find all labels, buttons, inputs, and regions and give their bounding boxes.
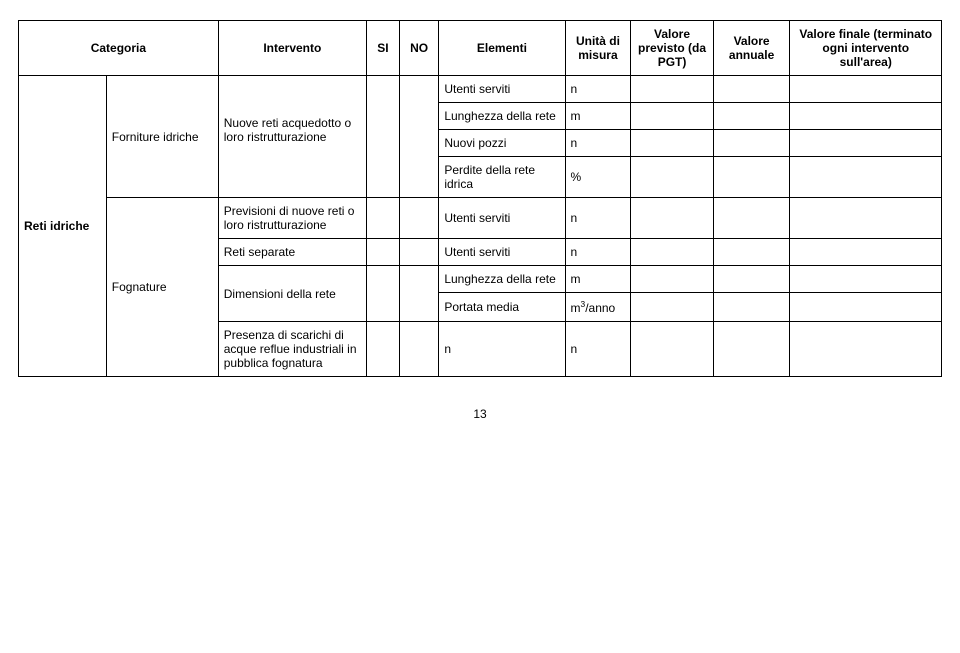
cell-elem: Lunghezza della rete xyxy=(439,103,565,130)
cell-empty xyxy=(366,198,399,239)
cell-elem: Utenti serviti xyxy=(439,239,565,266)
cell-categoria: Reti idriche xyxy=(19,76,107,377)
cell-vp xyxy=(631,103,713,130)
cell-vf xyxy=(790,293,942,322)
cell-empty xyxy=(218,76,366,103)
cell-empty xyxy=(366,157,399,198)
cell-um: n xyxy=(565,198,631,239)
cell-empty xyxy=(399,266,439,322)
cell-empty xyxy=(399,198,439,239)
cell-vf xyxy=(790,239,942,266)
cell-um: n xyxy=(565,322,631,377)
cell-empty xyxy=(366,266,399,322)
cell-empty xyxy=(218,157,366,198)
th-elementi: Elementi xyxy=(439,21,565,76)
cell-vp xyxy=(631,198,713,239)
cell-int1: Nuove reti acquedotto o loro ristruttura… xyxy=(218,103,366,157)
th-vann: Valore annuale xyxy=(713,21,790,76)
cell-um-m3: m3/anno xyxy=(565,293,631,322)
cell-va xyxy=(713,157,790,198)
cell-empty xyxy=(366,103,399,157)
cell-empty xyxy=(366,322,399,377)
cell-vf xyxy=(790,198,942,239)
cell-int3: Reti separate xyxy=(218,239,366,266)
th-intervento: Intervento xyxy=(218,21,366,76)
cell-vp xyxy=(631,322,713,377)
cell-elem: n xyxy=(439,322,565,377)
cell-vf xyxy=(790,157,942,198)
cell-va xyxy=(713,239,790,266)
cell-va xyxy=(713,130,790,157)
cell-empty xyxy=(399,103,439,157)
cell-um: n xyxy=(565,239,631,266)
cell-int5: Presenza di scarichi di acque reflue ind… xyxy=(218,322,366,377)
th-unita: Unità di misura xyxy=(565,21,631,76)
cell-va xyxy=(713,103,790,130)
cell-vf xyxy=(790,130,942,157)
cell-vp xyxy=(631,266,713,293)
th-vprev: Valore previsto (da PGT) xyxy=(631,21,713,76)
cell-um: n xyxy=(565,76,631,103)
main-table: Categoria Intervento SI NO Elementi Unit… xyxy=(18,20,942,377)
cell-va xyxy=(713,293,790,322)
cell-int4: Dimensioni della rete xyxy=(218,266,366,322)
cell-um: n xyxy=(565,130,631,157)
cell-empty xyxy=(399,322,439,377)
cell-um: % xyxy=(565,157,631,198)
cell-empty xyxy=(399,239,439,266)
cell-sub2: Fognature xyxy=(106,198,218,377)
cell-vp xyxy=(631,157,713,198)
cell-empty xyxy=(366,76,399,103)
th-categoria: Categoria xyxy=(19,21,219,76)
cell-elem: Utenti serviti xyxy=(439,76,565,103)
cell-empty xyxy=(399,76,439,103)
cell-va xyxy=(713,266,790,293)
cell-vf xyxy=(790,76,942,103)
th-vfin: Valore finale (terminato ogni intervento… xyxy=(790,21,942,76)
cell-elem: Nuovi pozzi xyxy=(439,130,565,157)
table-row: Reti idriche Forniture idriche Utenti se… xyxy=(19,76,942,103)
th-si: SI xyxy=(366,21,399,76)
cell-elem: Perdite della rete idrica xyxy=(439,157,565,198)
cell-elem: Lunghezza della rete xyxy=(439,266,565,293)
cell-vp xyxy=(631,130,713,157)
cell-empty xyxy=(399,157,439,198)
table-row: Fognature Previsioni di nuove reti o lor… xyxy=(19,198,942,239)
cell-va xyxy=(713,322,790,377)
cell-int2: Previsioni di nuove reti o loro ristrutt… xyxy=(218,198,366,239)
page-number: 13 xyxy=(18,407,942,421)
cell-va xyxy=(713,198,790,239)
cell-vp xyxy=(631,239,713,266)
cell-vf xyxy=(790,266,942,293)
cell-vf xyxy=(790,322,942,377)
cell-elem: Portata media xyxy=(439,293,565,322)
cell-um: m xyxy=(565,103,631,130)
cell-sub1: Forniture idriche xyxy=(106,76,218,198)
cell-elem: Utenti serviti xyxy=(439,198,565,239)
cell-vp xyxy=(631,293,713,322)
cell-va xyxy=(713,76,790,103)
cell-vf xyxy=(790,103,942,130)
cell-um: m xyxy=(565,266,631,293)
cell-vp xyxy=(631,76,713,103)
header-row: Categoria Intervento SI NO Elementi Unit… xyxy=(19,21,942,76)
cell-empty xyxy=(366,239,399,266)
th-no: NO xyxy=(399,21,439,76)
